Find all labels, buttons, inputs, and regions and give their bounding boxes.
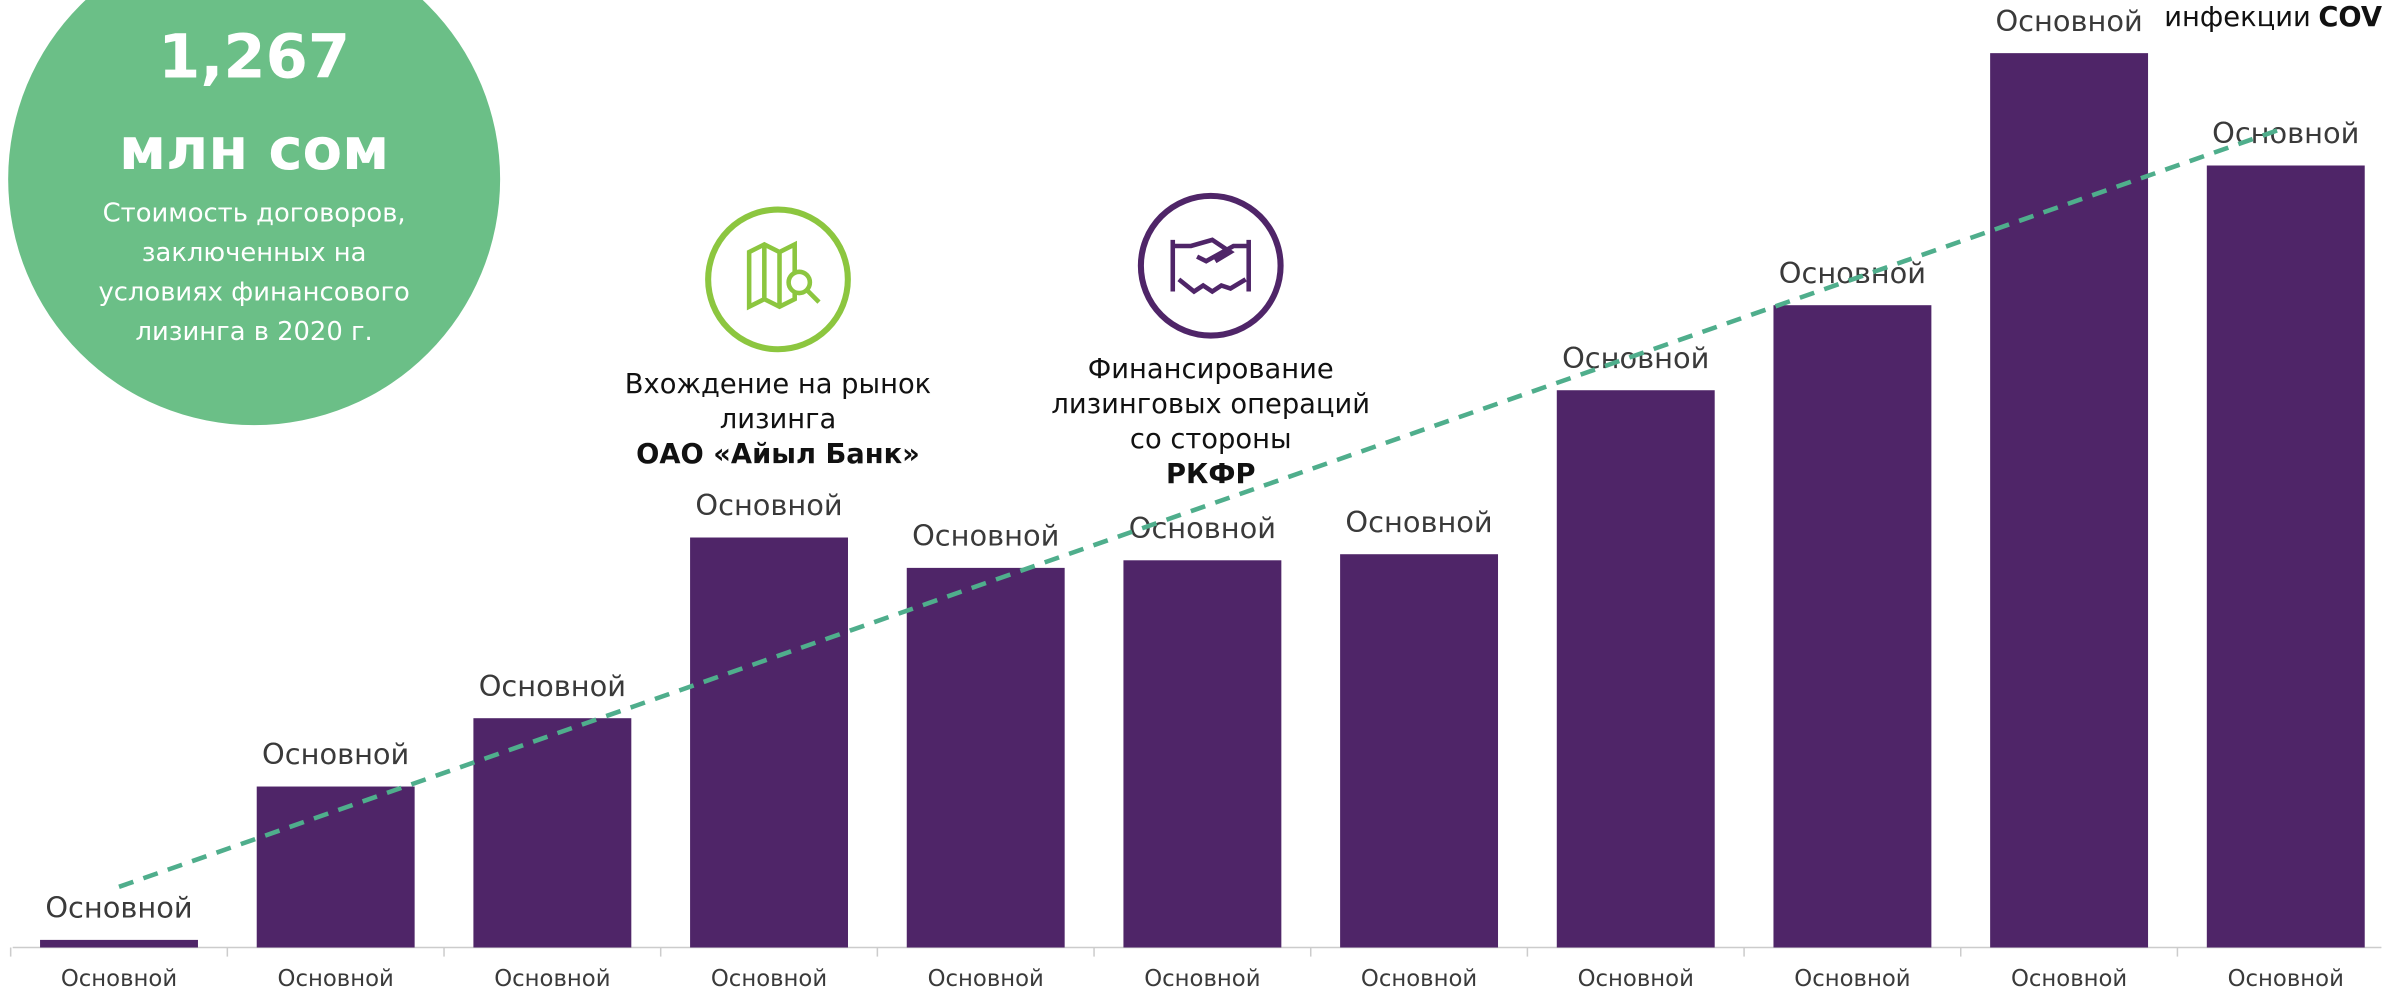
- finance-icon: [1137, 192, 1284, 339]
- bar: [1990, 53, 2149, 948]
- bar: [1556, 390, 1715, 948]
- annotation-bold: COV: [2318, 2, 2382, 33]
- value-label: Основной: [262, 737, 409, 771]
- value-label: Основной: [479, 669, 626, 703]
- highlight-description: Стоимость договоров,: [103, 199, 406, 229]
- value-label: Основной: [45, 891, 192, 925]
- annotation-text: инфекции COV: [2164, 2, 2382, 33]
- annotation-text: инфекции: [2164, 2, 2310, 33]
- annotation-bold: ОАО «Айыл Банк»: [636, 439, 920, 470]
- x-tick-label: Основной: [1578, 966, 1694, 990]
- x-tick-label: Основной: [711, 966, 827, 990]
- bar: [2206, 165, 2365, 948]
- x-tick-label: Основной: [928, 966, 1044, 990]
- value-label: Основной: [1345, 505, 1492, 539]
- bar: [40, 939, 198, 948]
- annotation-bold: РКФР: [1166, 459, 1256, 490]
- x-tick-label: Основной: [1361, 966, 1477, 990]
- highlight-description: заключенных на: [142, 238, 367, 268]
- value-label: Основной: [1995, 4, 2142, 38]
- bar: [906, 567, 1065, 948]
- x-tick-label: Основной: [2228, 966, 2344, 990]
- annotation-text: лизинга: [720, 404, 837, 435]
- highlight-unit: млн сом: [119, 115, 389, 183]
- x-tick-label: Основной: [494, 966, 610, 990]
- bar: [256, 786, 415, 948]
- annotation-text: Финансирование: [1088, 354, 1334, 385]
- bar: [1123, 560, 1282, 948]
- x-tick-label: Основной: [1794, 966, 1910, 990]
- x-tick-label: Основной: [2011, 966, 2127, 990]
- value-label: Основной: [912, 519, 1059, 553]
- bar: [1340, 554, 1499, 948]
- highlight-circle: [8, 0, 501, 426]
- value-label: Основной: [695, 488, 842, 522]
- highlight-description: лизинга в 2020 г.: [136, 317, 373, 347]
- bar: [1773, 305, 1932, 948]
- market-icon: [705, 206, 851, 353]
- annotation-text: Вхождение на рынок: [625, 369, 931, 400]
- value-label: Основной: [1562, 341, 1709, 375]
- highlight-description: условиях финансового: [98, 278, 409, 308]
- annotation-text: со стороны: [1130, 424, 1292, 455]
- annotation-text: лизинговых операций: [1051, 389, 1370, 420]
- bar: [690, 537, 848, 948]
- value-label: Основной: [2212, 116, 2359, 150]
- highlight-value: 1,267: [158, 22, 350, 92]
- bar: [473, 718, 632, 948]
- x-tick-label: Основной: [278, 966, 394, 990]
- x-tick-label: Основной: [1144, 966, 1260, 990]
- value-label: Основной: [1129, 511, 1276, 545]
- trend-line: [118, 125, 2287, 889]
- x-tick-label: Основной: [61, 966, 177, 990]
